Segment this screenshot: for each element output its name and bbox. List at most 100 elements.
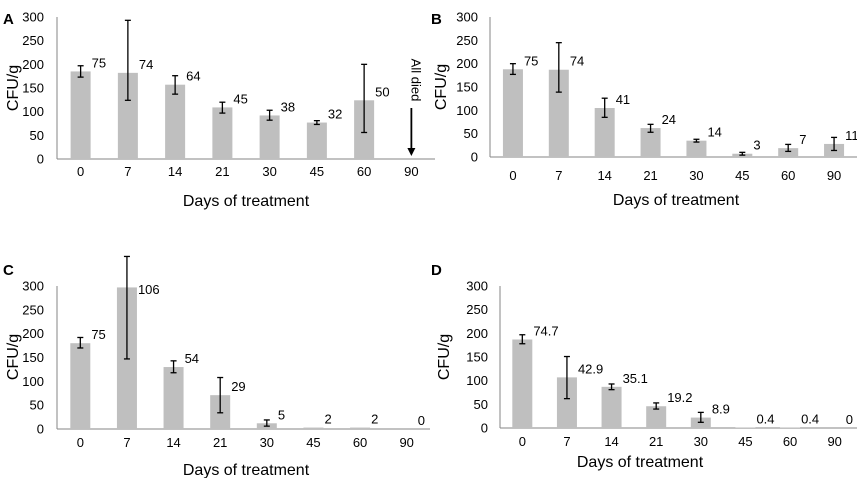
x-tick-label: 14: [168, 164, 182, 179]
y-tick-label: 150: [22, 350, 44, 365]
bar: [502, 69, 523, 157]
error-bar: [785, 143, 792, 153]
error-bar: [739, 151, 746, 156]
y-tick-label: 250: [22, 33, 44, 48]
y-tick-label: 100: [456, 103, 478, 118]
bar: [70, 343, 91, 429]
y-tick-label: 150: [22, 81, 44, 96]
y-tick-label: 50: [30, 398, 44, 413]
y-tick-label: 50: [474, 397, 488, 412]
data-label: 42.9: [578, 361, 603, 376]
data-label: 7: [799, 132, 806, 147]
x-tick-label: 60: [781, 168, 795, 183]
chart-panel-a: A 0 50 100 150 200 250 300 0 7 14 21 30 45 60 90 75 74 64 4…: [3, 10, 435, 210]
y-axis-title: CFU/g: [433, 64, 450, 110]
data-label: 0: [418, 413, 425, 428]
data-label: 106: [138, 282, 160, 297]
y-tick-label: 100: [22, 374, 44, 389]
data-label: 14: [707, 125, 721, 140]
error-bar: [77, 336, 84, 349]
data-label: 8.9: [712, 402, 730, 417]
bar: [778, 148, 799, 157]
x-axis-title: Days of treatment: [183, 462, 310, 478]
x-tick-label: 21: [649, 434, 663, 449]
x-tick-label: 14: [597, 168, 611, 183]
data-label: 35.1: [623, 371, 648, 386]
x-tick-label: 45: [310, 164, 324, 179]
data-label: 50: [375, 84, 389, 99]
x-tick-label: 30: [262, 164, 276, 179]
bar: [556, 377, 577, 428]
y-tick-label: 50: [30, 128, 44, 143]
bar: [640, 128, 661, 157]
error-bar: [263, 419, 270, 427]
error-bar: [217, 376, 224, 414]
bar: [306, 122, 327, 159]
data-label: 45: [233, 91, 247, 106]
x-tick-label: 30: [689, 168, 703, 183]
bar: [512, 339, 533, 428]
x-axis-title: Days of treatment: [183, 193, 310, 210]
data-label: 74: [570, 54, 584, 69]
chart-panel-b: B 0 50 100 150 200 250 300 0 7 14 21 30 45 60 90 75 74 41 2…: [431, 10, 857, 209]
data-label: 32: [328, 107, 342, 122]
y-tick-label: 100: [22, 104, 44, 119]
y-tick-label: 300: [22, 10, 44, 25]
error-bar: [361, 63, 368, 134]
y-axis-title: CFU/g: [5, 65, 22, 111]
panel-letter: D: [431, 262, 442, 279]
y-tick-label: 0: [37, 422, 44, 437]
y-tick-label: 250: [466, 302, 488, 317]
x-tick-label: 0: [519, 434, 526, 449]
x-axis-title: Days of treatment: [577, 454, 704, 471]
x-tick-label: 7: [555, 168, 562, 183]
x-tick-label: 7: [124, 164, 131, 179]
x-tick-label: 30: [694, 434, 708, 449]
x-tick-label: 60: [353, 435, 367, 450]
data-label: 38: [281, 99, 295, 114]
y-tick-label: 150: [456, 80, 478, 95]
x-tick-label: 21: [643, 168, 657, 183]
x-tick-label: 45: [306, 435, 320, 450]
y-tick-label: 50: [464, 126, 478, 141]
data-label: 64: [186, 69, 200, 84]
error-bar: [170, 360, 177, 374]
x-tick-label: 14: [166, 435, 180, 450]
x-tick-label: 21: [215, 164, 229, 179]
data-label: 2: [324, 412, 331, 427]
x-tick-label: 0: [509, 168, 516, 183]
error-bar: [563, 355, 570, 400]
error-bar: [647, 123, 654, 133]
error-bar: [313, 120, 320, 126]
bar: [212, 107, 233, 159]
arrow-head-icon: [407, 148, 416, 156]
bar: [117, 72, 138, 159]
bar: [548, 69, 569, 157]
y-tick-label: 200: [456, 56, 478, 71]
error-bar: [831, 136, 838, 152]
data-label: 11: [845, 128, 857, 143]
data-label: 74.7: [533, 323, 558, 338]
error-bar: [519, 334, 526, 345]
y-axis-title: CFU/g: [436, 334, 453, 380]
x-tick-label: 45: [738, 434, 752, 449]
y-tick-label: 300: [466, 279, 488, 294]
data-label: 29: [231, 379, 245, 394]
error-bar: [219, 101, 226, 114]
error-bar: [172, 75, 179, 95]
error-bar: [555, 42, 562, 93]
bar: [594, 108, 615, 157]
x-tick-label: 14: [604, 434, 618, 449]
y-tick-label: 300: [456, 10, 478, 25]
bar: [646, 406, 667, 428]
data-label: 2: [371, 412, 378, 427]
data-label: 75: [524, 53, 538, 68]
x-tick-label: 45: [735, 168, 749, 183]
x-tick-label: 60: [357, 164, 371, 179]
x-tick-label: 90: [827, 168, 841, 183]
panel-letter: C: [3, 262, 14, 279]
error-bar: [123, 255, 130, 360]
x-tick-label: 30: [260, 435, 274, 450]
